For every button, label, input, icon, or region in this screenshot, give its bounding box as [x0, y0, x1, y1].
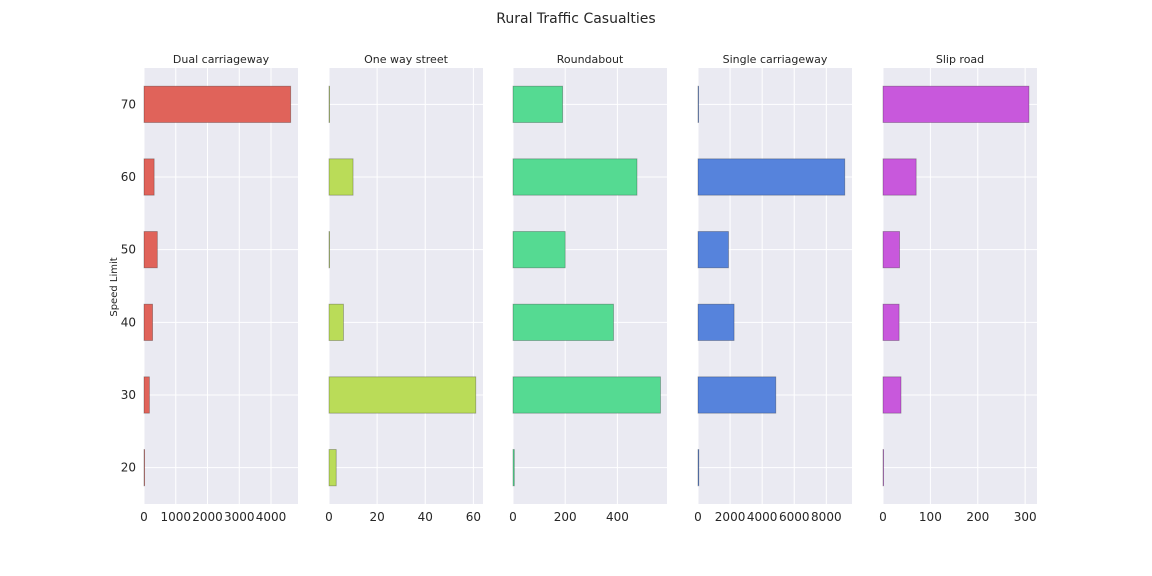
- bar: [697, 449, 700, 487]
- y-tick-label: 30: [121, 388, 136, 402]
- bar: [328, 449, 337, 487]
- y-tick-label: 20: [121, 461, 136, 475]
- x-tick-label: 400: [606, 510, 629, 524]
- bar: [882, 449, 885, 487]
- x-tick-label: 0: [879, 510, 887, 524]
- bar: [512, 449, 515, 487]
- x-tick-label: 200: [554, 510, 577, 524]
- bar: [328, 85, 331, 123]
- bar: [512, 231, 566, 269]
- x-tick-label: 300: [1014, 510, 1037, 524]
- panel-title: Roundabout: [557, 53, 624, 66]
- x-tick-label: 100: [919, 510, 942, 524]
- panel-background: [883, 68, 1037, 504]
- panel-title: Slip road: [936, 53, 984, 66]
- bar: [697, 303, 735, 341]
- x-tick-label: 8000: [811, 510, 842, 524]
- panel-background: [329, 68, 483, 504]
- panel-background: [144, 68, 298, 504]
- bar: [328, 158, 354, 196]
- bar: [143, 376, 150, 414]
- y-axis-label: Speed Limit: [109, 257, 120, 316]
- bar: [328, 231, 331, 269]
- x-tick-label: 60: [466, 510, 481, 524]
- bar: [882, 303, 900, 341]
- bar: [697, 376, 777, 414]
- x-tick-label: 200: [966, 510, 989, 524]
- bar: [882, 158, 917, 196]
- bar: [697, 158, 846, 196]
- y-tick-label: 50: [121, 243, 136, 257]
- panel-background: [698, 68, 852, 504]
- panel-background: [513, 68, 667, 504]
- panel-title: Dual carriageway: [173, 53, 270, 66]
- y-tick-label: 60: [121, 170, 136, 184]
- bar: [882, 85, 1030, 123]
- x-tick-label: 4000: [747, 510, 778, 524]
- x-tick-label: 20: [369, 510, 384, 524]
- x-tick-label: 2000: [192, 510, 223, 524]
- x-tick-label: 4000: [256, 510, 287, 524]
- panel-title: One way street: [364, 53, 448, 66]
- chart-title: Rural Traffic Casualties: [496, 11, 655, 27]
- x-tick-label: 2000: [715, 510, 746, 524]
- x-tick-label: 40: [418, 510, 433, 524]
- x-tick-label: 1000: [160, 510, 191, 524]
- bar: [697, 231, 729, 269]
- bar: [328, 376, 477, 414]
- bar: [882, 231, 900, 269]
- bar: [512, 158, 638, 196]
- bar: [882, 376, 902, 414]
- bar: [512, 376, 661, 414]
- bar: [143, 158, 155, 196]
- bar: [697, 85, 700, 123]
- bar: [143, 231, 158, 269]
- panel-title: Single carriageway: [723, 53, 828, 66]
- bar: [143, 303, 153, 341]
- bar: [143, 85, 292, 123]
- x-tick-label: 0: [694, 510, 702, 524]
- y-tick-label: 40: [121, 315, 136, 329]
- y-tick-label: 70: [121, 97, 136, 111]
- x-tick-label: 3000: [224, 510, 255, 524]
- x-tick-label: 0: [509, 510, 517, 524]
- x-tick-label: 0: [140, 510, 148, 524]
- x-tick-label: 6000: [779, 510, 810, 524]
- bar: [328, 303, 344, 341]
- bar: [512, 85, 563, 123]
- bar: [143, 449, 146, 487]
- x-tick-label: 0: [325, 510, 333, 524]
- bar: [512, 303, 614, 341]
